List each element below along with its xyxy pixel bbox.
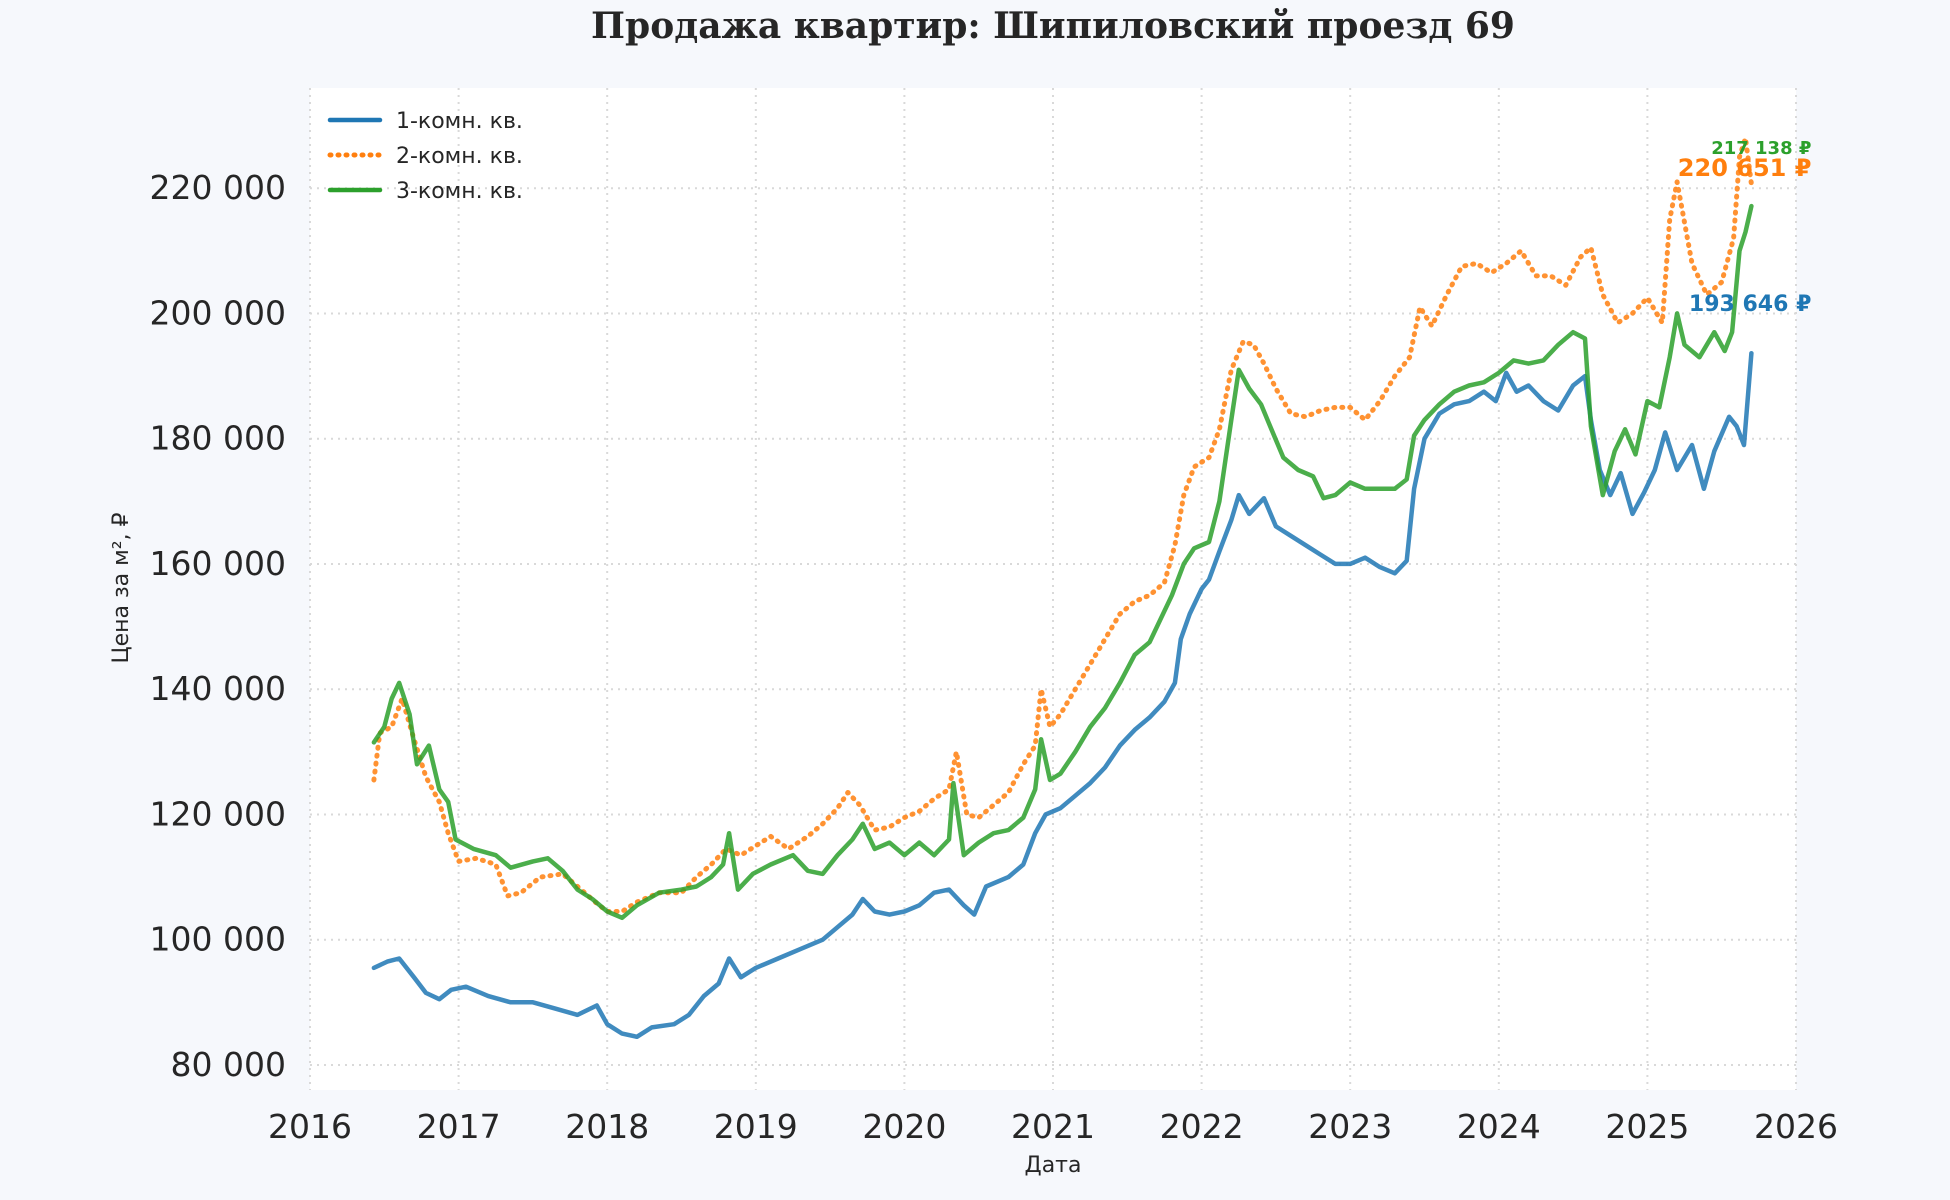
y-tick-label: 160 000 [150,544,286,583]
series-line-3 [371,203,1754,921]
x-tick-label: 2022 [1160,1107,1244,1146]
x-axis-label: Дата [1025,1153,1082,1178]
series-line-1 [371,350,1754,1040]
x-tick-label: 2016 [268,1107,352,1146]
y-tick-label: 100 000 [150,920,286,959]
y-tick-label: 180 000 [150,419,286,458]
end-label-3: 217 138 ₽ [1711,138,1811,159]
y-axis-label: Цена за м², ₽ [109,512,134,663]
x-tick-label: 2019 [714,1107,798,1146]
chart-title: Продажа квартир: Шипиловский проезд 69 [591,5,1515,47]
y-tick-label: 200 000 [150,293,286,332]
end-label-1: 193 646 ₽ [1689,292,1811,317]
legend: 1-комн. кв. 2-комн. кв. 3-комн. кв. [327,109,523,204]
x-tick-label: 2020 [862,1107,946,1146]
x-tick-label: 2026 [1754,1107,1838,1146]
end-label-2: 220 651 ₽ [1678,154,1812,182]
y-tick-label: 80 000 [171,1045,286,1084]
x-tick-label: 2025 [1605,1107,1689,1146]
x-tick-label: 2024 [1457,1107,1541,1146]
legend-label-3: 3-комн. кв. [396,179,523,204]
grid [309,88,1797,1090]
series-lines [371,135,1754,1040]
x-tick-labels: 2016 2017 2018 2019 2020 2021 2022 2023 2024 2025… [268,1107,1838,1146]
x-tick-label: 2021 [1011,1107,1095,1146]
x-tick-label: 2018 [565,1107,649,1146]
y-tick-labels: 80 000 100 000 120 000 140 000 160 000 180 00… [150,168,286,1084]
x-tick-label: 2017 [417,1107,501,1146]
end-labels: 193 646 ₽ 220 651 ₽217 138 ₽ [1678,138,1812,317]
legend-label-2: 2-комн. кв. [396,144,523,169]
x-tick-label: 2023 [1308,1107,1392,1146]
y-tick-label: 140 000 [150,669,286,708]
y-tick-label: 120 000 [150,794,286,833]
y-tick-label: 220 000 [150,168,286,207]
legend-label-1: 1-комн. кв. [396,109,523,134]
